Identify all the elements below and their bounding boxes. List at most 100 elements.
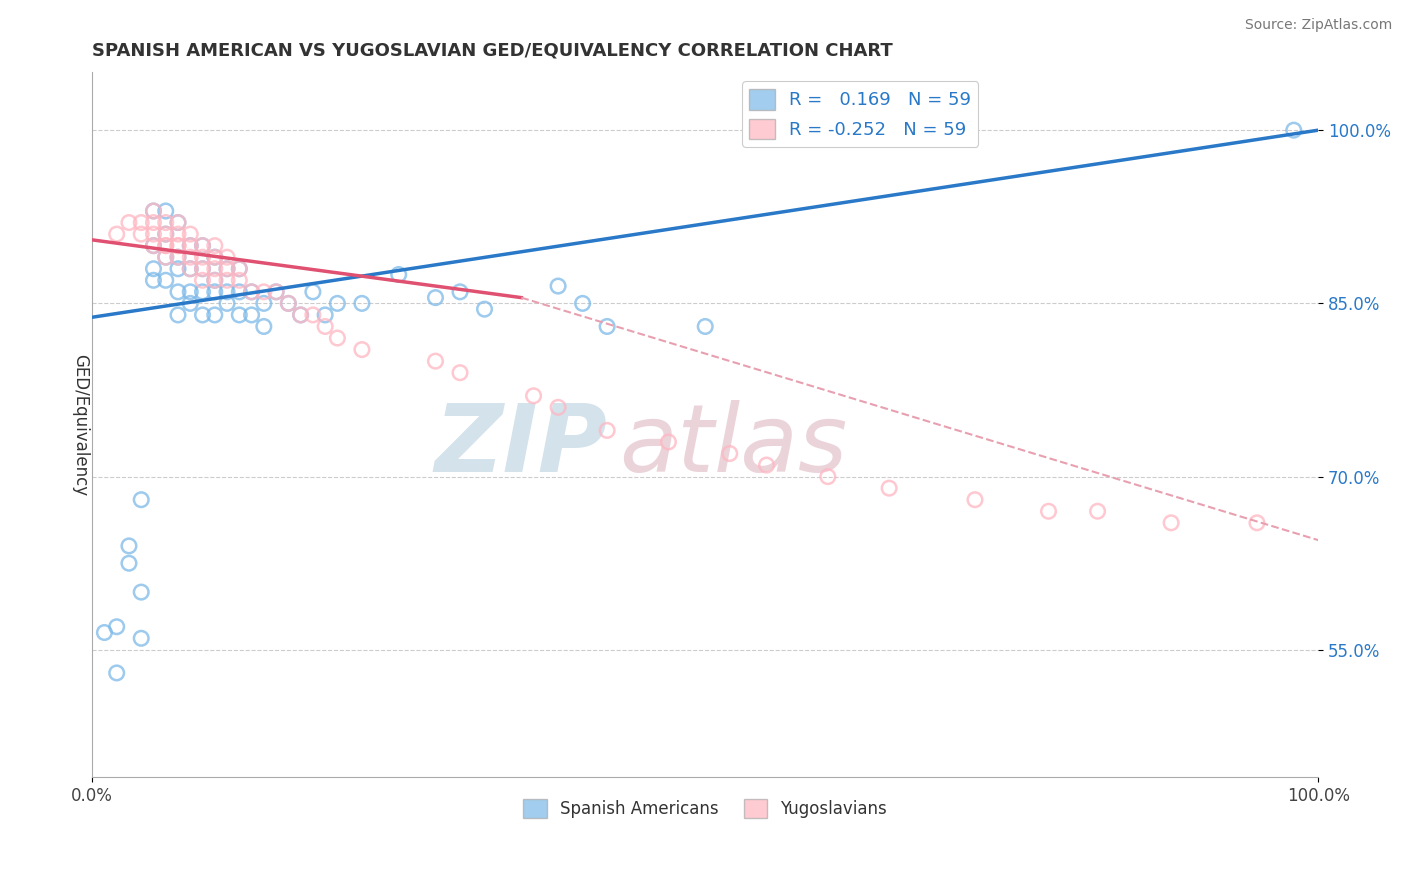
Point (167, 285, 190, 299)
Point (228, 261, 250, 276)
Text: Source: ZipAtlas.com: Source: ZipAtlas.com (1244, 18, 1392, 32)
Point (228, 273, 250, 287)
Point (142, 238, 165, 252)
Point (191, 261, 214, 276)
Point (215, 250, 238, 264)
Point (204, 273, 226, 287)
Point (877, 481, 900, 495)
Point (290, 308, 312, 322)
Point (129, 632, 152, 646)
Point (425, 354, 447, 368)
Point (179, 261, 201, 276)
Text: SPANISH AMERICAN VS YUGOSLAVIAN GED/EQUIVALENCY CORRELATION CHART: SPANISH AMERICAN VS YUGOSLAVIAN GED/EQUI… (93, 42, 893, 60)
Point (449, 366, 471, 380)
Point (155, 215, 177, 229)
Point (1282, 123, 1305, 137)
Point (191, 261, 214, 276)
Point (388, 268, 411, 282)
Point (155, 250, 177, 264)
Point (474, 302, 496, 317)
Point (204, 285, 226, 299)
Point (179, 285, 201, 299)
Text: atlas: atlas (620, 401, 848, 491)
Point (105, 665, 128, 680)
Point (155, 250, 177, 264)
Point (142, 204, 165, 219)
Point (155, 204, 177, 219)
Point (167, 250, 190, 264)
Point (215, 261, 238, 276)
Point (240, 285, 263, 299)
Point (204, 273, 226, 287)
Point (142, 261, 165, 276)
Point (118, 539, 141, 553)
Point (179, 227, 201, 241)
Point (302, 285, 325, 299)
Point (240, 285, 263, 299)
Point (105, 227, 128, 241)
Point (129, 492, 152, 507)
Point (1087, 504, 1109, 518)
Point (350, 296, 373, 310)
Point (228, 261, 250, 276)
Point (963, 492, 986, 507)
Point (129, 585, 152, 599)
Point (191, 250, 214, 264)
Point (191, 273, 214, 287)
Point (253, 285, 276, 299)
Point (167, 215, 190, 229)
Point (571, 296, 593, 310)
Point (167, 238, 190, 252)
Point (105, 620, 128, 634)
Point (118, 556, 141, 570)
Point (155, 227, 177, 241)
Point (142, 227, 165, 241)
Point (215, 261, 238, 276)
Point (167, 227, 190, 241)
Point (314, 319, 336, 334)
Point (755, 458, 778, 472)
Point (596, 319, 619, 334)
Point (1038, 504, 1060, 518)
Point (240, 308, 263, 322)
Point (204, 250, 226, 264)
Point (326, 331, 349, 345)
Point (350, 343, 373, 357)
Point (142, 204, 165, 219)
Point (191, 238, 214, 252)
Point (129, 215, 152, 229)
Point (142, 215, 165, 229)
Point (191, 308, 214, 322)
Point (179, 238, 201, 252)
Text: ZIP: ZIP (434, 400, 607, 491)
Point (314, 308, 336, 322)
Point (596, 424, 619, 438)
Point (167, 261, 190, 276)
Point (228, 285, 250, 299)
Point (204, 238, 226, 252)
Point (547, 279, 569, 293)
Point (817, 469, 839, 483)
Point (277, 296, 299, 310)
Point (129, 227, 152, 241)
Point (215, 273, 238, 287)
Point (228, 308, 250, 322)
Point (142, 238, 165, 252)
Point (695, 319, 717, 334)
Point (264, 285, 287, 299)
Point (167, 250, 190, 264)
Point (425, 291, 447, 305)
Point (277, 296, 299, 310)
Point (204, 250, 226, 264)
Point (155, 238, 177, 252)
Legend: Spanish Americans, Yugoslavians: Spanish Americans, Yugoslavians (517, 792, 894, 825)
Point (290, 308, 312, 322)
Point (302, 308, 325, 322)
Point (191, 238, 214, 252)
Point (326, 296, 349, 310)
Point (167, 215, 190, 229)
Point (1160, 516, 1182, 530)
Point (215, 296, 238, 310)
Point (449, 285, 471, 299)
Point (191, 285, 214, 299)
